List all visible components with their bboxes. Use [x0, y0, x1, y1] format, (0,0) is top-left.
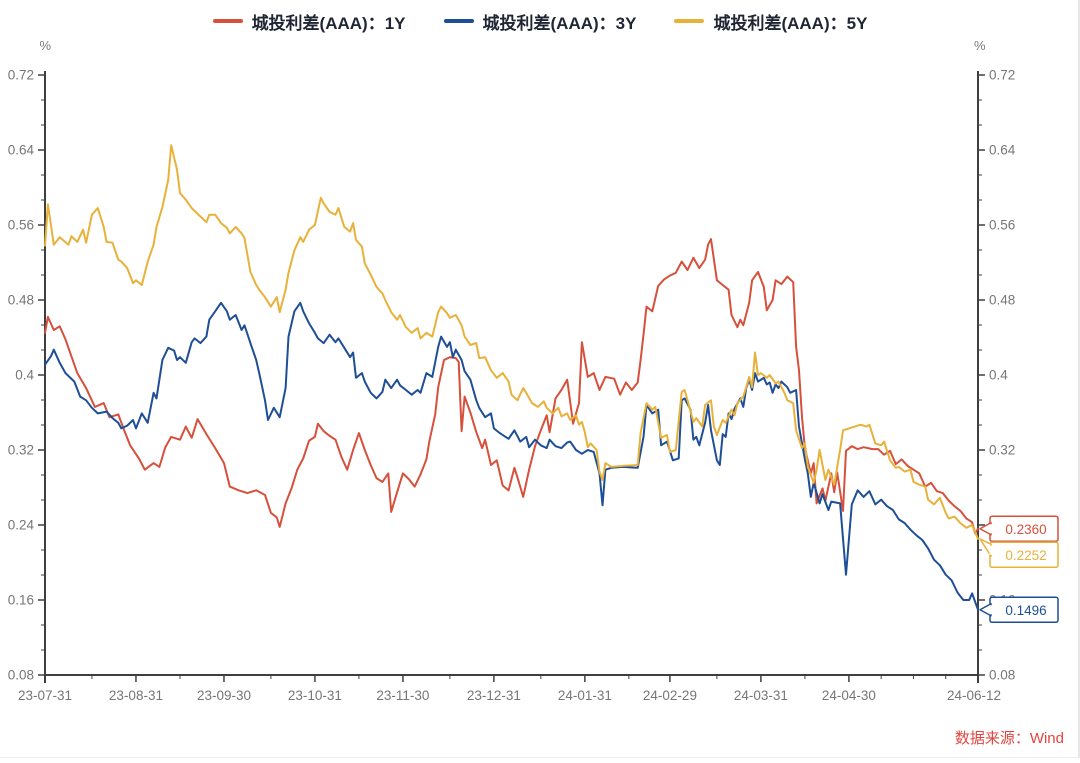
legend-item-5y[interactable]: 城投利差(AAA)：5Y: [674, 9, 867, 34]
x-tick-label: 23-07-31: [18, 688, 72, 703]
x-tick-label: 23-10-31: [288, 688, 342, 703]
end-value-label-1y: 0.2360: [979, 515, 1059, 542]
legend-label-5y: 城投利差(AAA)：5Y: [713, 13, 868, 33]
x-tick-label: 24-04-30: [822, 688, 876, 703]
y-tick-label-right: 0.08: [989, 668, 1015, 683]
page-edge-line-right: [1078, 0, 1080, 758]
legend-label-1y: 城投利差(AAA)：1Y: [251, 13, 406, 33]
y-tick-label-left: 0.48: [8, 293, 34, 308]
end-value-text-5y: 0.2252: [1005, 548, 1046, 563]
x-tick-label: 23-12-31: [467, 688, 521, 703]
x-tick-label: 23-08-31: [109, 688, 163, 703]
series-line-1y: [44, 238, 979, 535]
legend-line-swatch-1y: [212, 19, 243, 23]
y-tick-label-left: 0.08: [8, 668, 34, 683]
end-value-label-3y: 0.1496: [979, 596, 1059, 623]
end-value-text-1y: 0.2360: [1005, 522, 1046, 537]
series-line-3y: [44, 301, 979, 611]
y-axis-unit-left: %: [39, 38, 51, 53]
x-tick-label: 24-02-29: [643, 688, 697, 703]
data-source-note: 数据来源：Wind: [954, 730, 1064, 747]
y-tick-label-right: 0.4: [989, 368, 1008, 383]
y-tick-label-left: 0.16: [8, 593, 34, 608]
x-tick-label: 24-03-31: [734, 688, 788, 703]
y-tick-label-right: 0.64: [989, 143, 1016, 158]
x-tick-label: 23-09-30: [197, 688, 251, 703]
chart-legend: 城投利差(AAA)：1Y 城投利差(AAA)：3Y 城投利差(AAA)：5Y: [0, 8, 1080, 34]
x-tick-label: 24-06-12: [947, 688, 1001, 703]
y-tick-label-right: 0.72: [989, 68, 1015, 83]
y-axis-unit-right: %: [974, 38, 986, 53]
series-line-5y: [44, 144, 979, 540]
x-tick-label: 24-01-31: [558, 688, 612, 703]
y-tick-label-left: 0.72: [8, 68, 34, 83]
legend-item-1y[interactable]: 城投利差(AAA)：1Y: [212, 9, 406, 34]
y-tick-label-left: 0.64: [8, 143, 35, 158]
y-tick-label-left: 0.4: [15, 368, 34, 383]
legend-line-swatch-5y: [674, 19, 705, 23]
y-tick-label-left: 0.56: [8, 218, 34, 233]
end-value-label-5y: 0.2252: [979, 538, 1059, 568]
y-tick-label-right: 0.32: [989, 443, 1015, 458]
y-tick-label-right: 0.56: [989, 218, 1015, 233]
legend-label-3y: 城投利差(AAA)：3Y: [482, 13, 637, 33]
y-tick-label-right: 0.48: [989, 293, 1015, 308]
legend-item-3y[interactable]: 城投利差(AAA)：3Y: [443, 9, 637, 34]
legend-line-swatch-3y: [443, 19, 474, 23]
y-tick-label-left: 0.32: [8, 443, 34, 458]
y-tick-label-left: 0.24: [8, 518, 35, 533]
x-tick-label: 23-11-30: [376, 688, 429, 703]
end-value-text-3y: 0.1496: [1005, 603, 1046, 618]
